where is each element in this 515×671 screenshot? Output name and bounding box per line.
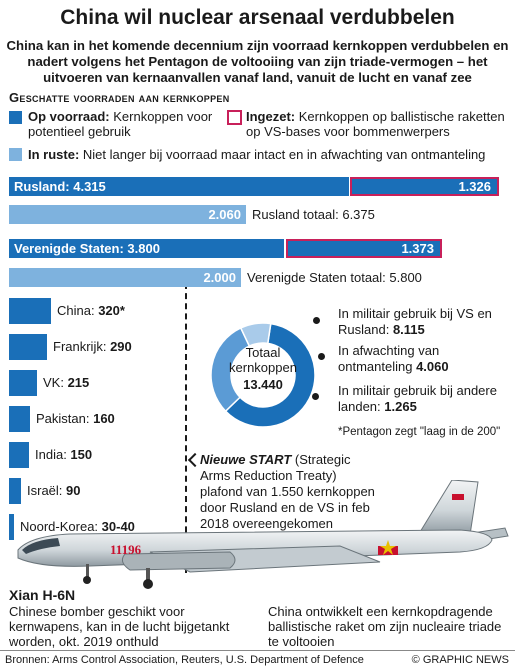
label-pakistan: Pakistan: 160 bbox=[36, 411, 115, 426]
sources: Bronnen: Arms Control Association, Reute… bbox=[5, 654, 364, 666]
donut-label-military-vs-ru: In militair gebruik bij VS en Rusland: 8… bbox=[338, 306, 492, 337]
subtitle: China kan in het komende decennium zijn … bbox=[6, 38, 509, 85]
footer-divider bbox=[0, 650, 515, 651]
bar-usa-stockpile bbox=[9, 239, 284, 258]
bar-usa-retired bbox=[9, 268, 241, 287]
label-noord-korea: Noord-Korea: 30-40 bbox=[20, 519, 135, 534]
donut-label-dismantle: In afwachting van ontmanteling 4.060 bbox=[338, 343, 449, 374]
aircraft-name: Xian H-6N bbox=[9, 587, 76, 603]
label-china: China: 320* bbox=[57, 303, 125, 318]
legend-swatch-stockpile bbox=[9, 111, 22, 124]
legend-stockpile: Op voorraad: Kernkoppen voor potentieel … bbox=[28, 109, 213, 139]
label-usa-stockpile: Verenigde Staten: 3.800 bbox=[14, 241, 160, 256]
bar-vk bbox=[9, 370, 37, 396]
legend-swatch-retired bbox=[9, 148, 22, 161]
label-usa-total: Verenigde Staten totaal: 5.800 bbox=[247, 270, 422, 285]
footnote: *Pentagon zegt "laag in de 200" bbox=[338, 426, 501, 438]
bar-india bbox=[9, 442, 29, 468]
bar-frankrijk bbox=[9, 334, 47, 360]
label-russia-stockpile: Rusland: 4.315 bbox=[14, 179, 106, 194]
donut-marker-3 bbox=[312, 393, 319, 400]
aircraft-tail-number: 11196 bbox=[110, 542, 142, 557]
label-usa-deployed: 1.373 bbox=[401, 241, 434, 256]
donut-center-value: 13.440 bbox=[243, 377, 283, 392]
legend-swatch-deployed bbox=[227, 110, 242, 125]
label-usa-retired: 2.000 bbox=[203, 270, 236, 285]
donut-marker-1 bbox=[313, 317, 320, 324]
label-russia-retired: 2.060 bbox=[208, 207, 241, 222]
label-isra-l: Israël: 90 bbox=[27, 483, 81, 498]
label-india: India: 150 bbox=[35, 447, 93, 462]
label-frankrijk: Frankrijk: 290 bbox=[53, 339, 132, 354]
bar-russia-retired bbox=[9, 205, 246, 224]
section-heading: Geschatte voorraden aan kernkoppen bbox=[9, 90, 230, 105]
bar-pakistan bbox=[9, 406, 30, 432]
bomber-aircraft-image bbox=[17, 480, 509, 589]
legend-deployed: Ingezet: Kernkoppen op ballistische rake… bbox=[246, 109, 505, 139]
bar-usa-deployed bbox=[286, 239, 442, 258]
legend-retired: In ruste: Niet langer bij voorraad maar … bbox=[28, 147, 486, 162]
credit: © GRAPHIC NEWS bbox=[411, 654, 509, 666]
label-russia-deployed: 1.326 bbox=[458, 179, 491, 194]
bar-china bbox=[9, 298, 51, 324]
label-russia-total: Rusland totaal: 6.375 bbox=[252, 207, 375, 222]
bar-noord-korea bbox=[9, 514, 14, 540]
bar-isra-l bbox=[9, 478, 21, 504]
donut-center-label: Totaal kernkoppen bbox=[229, 345, 297, 375]
donut-label-other-countries: In militair gebruik bij andere landen: 1… bbox=[338, 383, 497, 414]
missile-caption: China ontwikkelt een kernkopdragende bal… bbox=[268, 604, 502, 649]
aircraft-caption: Chinese bomber geschikt voor kernwapens,… bbox=[9, 604, 230, 649]
label-vk: VK: 215 bbox=[43, 375, 90, 390]
bar-russia-stockpile bbox=[9, 177, 349, 196]
donut-segment-1 bbox=[224, 322, 316, 428]
donut-chart bbox=[210, 322, 316, 428]
donut-marker-2 bbox=[318, 353, 325, 360]
treaty-limit-line bbox=[185, 283, 187, 573]
donut-segment-3 bbox=[239, 322, 272, 348]
start-treaty-text: Nieuwe START (Strategic Arms Reduction T… bbox=[200, 452, 375, 531]
bar-russia-deployed bbox=[350, 177, 499, 196]
page-title: China wil nuclear arsenaal verdubbelen bbox=[60, 6, 455, 29]
